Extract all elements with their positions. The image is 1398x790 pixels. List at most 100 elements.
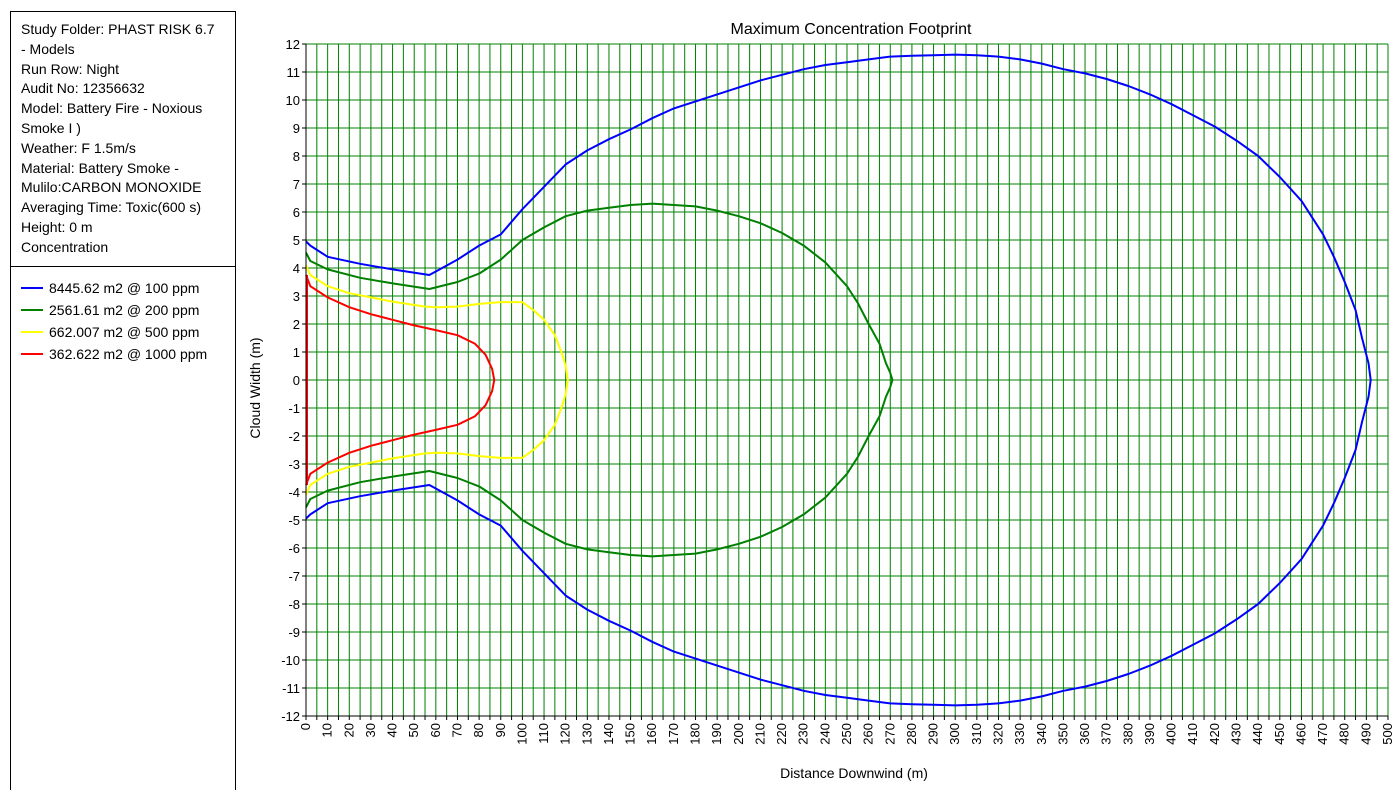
x-tick-label: 110	[536, 723, 551, 744]
x-tick-label: 250	[839, 723, 854, 745]
y-tick-label: -2	[288, 429, 300, 444]
y-tick-label: 1	[293, 345, 300, 360]
x-tick-label: 340	[1034, 723, 1049, 745]
legend-item: 362.622 m2 @ 1000 ppm	[21, 343, 235, 365]
y-tick-label: 0	[293, 373, 300, 388]
info-run-row: Run Row: Night	[21, 60, 120, 77]
x-tick-label: 430	[1229, 723, 1244, 745]
legend-swatch-red	[21, 353, 43, 355]
x-tick-label: 280	[904, 723, 919, 745]
y-tick-label: 2	[293, 317, 300, 332]
x-tick-label: 80	[471, 723, 486, 737]
y-tick-label: 11	[287, 65, 301, 80]
left-panel: Study Folder: PHAST RISK 6.7 - Models Ru…	[10, 11, 236, 790]
legend-label: 2561.61 m2 @ 200 ppm	[49, 302, 200, 318]
x-tick-label: 150	[623, 723, 638, 745]
x-tick-label: 170	[666, 723, 681, 745]
x-tick-label: 480	[1337, 723, 1352, 745]
series-lines	[305, 53, 1372, 707]
y-tick-label: 4	[293, 261, 300, 276]
y-tick-label: -12	[281, 709, 300, 724]
x-tick-label: 370	[1099, 723, 1114, 745]
x-tick-label: 440	[1250, 723, 1265, 745]
chart-title: Maximum Concentration Footprint	[731, 21, 973, 38]
legend-label: 362.622 m2 @ 1000 ppm	[49, 346, 208, 362]
y-tick-label: -1	[288, 401, 300, 416]
x-tick-label: 130	[579, 723, 594, 745]
chart-area: Maximum Concentration Footprint Distance…	[236, 11, 1398, 790]
info-height: Height: 0 m	[21, 218, 93, 235]
y-tick-label: 9	[293, 121, 300, 136]
x-tick-label: 190	[709, 723, 724, 745]
legend-label: 8445.62 m2 @ 100 ppm	[49, 280, 200, 296]
x-tick-label: 320	[990, 723, 1005, 745]
x-tick-label: 90	[493, 723, 508, 737]
contour-line-1	[305, 202, 894, 558]
legend-item: 2561.61 m2 @ 200 ppm	[21, 299, 235, 321]
legend-item: 662.007 m2 @ 500 ppm	[21, 321, 235, 343]
axes: 0 10 20 30 40 50 60 70 80 90 100 110 120 130 140 150 160…	[281, 37, 1395, 745]
x-tick-label: 220	[774, 723, 789, 745]
y-tick-label: -4	[288, 485, 300, 500]
info-weather: Weather: F 1.5m/s	[21, 139, 136, 156]
x-tick-label: 420	[1207, 723, 1222, 745]
x-tick-label: 300	[947, 723, 962, 745]
x-tick-label: 0	[298, 723, 313, 730]
legend-label: 662.007 m2 @ 500 ppm	[49, 324, 200, 340]
y-tick-label: 3	[293, 289, 300, 304]
x-tick-label: 460	[1293, 723, 1308, 745]
concentration-footprint-chart: Maximum Concentration Footprint Distance…	[247, 21, 1395, 781]
y-tick-label: -8	[288, 597, 300, 612]
x-tick-label: 20	[341, 723, 356, 737]
y-tick-label: 6	[293, 205, 300, 220]
x-tick-label: 70	[449, 723, 464, 737]
x-tick-label: 360	[1077, 723, 1092, 745]
legend-item: 8445.62 m2 @ 100 ppm	[21, 277, 235, 299]
x-tick-label: 470	[1315, 723, 1330, 745]
info-material: Material: Battery Smoke -	[21, 159, 179, 176]
x-tick-label: 40	[385, 723, 400, 737]
y-tick-label: 10	[286, 93, 300, 108]
y-tick-label: -6	[288, 541, 300, 556]
y-tick-label: -9	[288, 625, 300, 640]
legend-swatch-green	[21, 309, 43, 311]
info-study-folder: Study Folder: PHAST RISK 6.7	[21, 21, 215, 37]
chart-legend: 8445.62 m2 @ 100 ppm 2561.61 m2 @ 200 pp…	[11, 267, 235, 365]
y-tick-label: -10	[281, 653, 300, 668]
x-tick-label: 180	[688, 723, 703, 745]
contour-line-0	[305, 53, 1372, 707]
x-axis-label: Distance Downwind (m)	[780, 765, 928, 781]
x-tick-label: 60	[428, 723, 443, 737]
info-audit-no: Audit No: 12356632	[21, 80, 145, 97]
x-tick-label: 350	[1055, 723, 1070, 745]
x-tick-label: 120	[558, 723, 573, 745]
x-tick-label: 140	[601, 723, 616, 745]
x-tick-label: 290	[926, 723, 941, 745]
x-tick-label: 410	[1185, 723, 1200, 745]
x-tick-label: 330	[1012, 723, 1027, 745]
x-tick-label: 10	[320, 723, 335, 737]
x-tick-label: 100	[514, 723, 529, 745]
x-tick-label: 200	[731, 723, 746, 745]
y-tick-label: 5	[293, 233, 300, 248]
y-tick-label: -3	[288, 457, 300, 472]
x-tick-label: 260	[861, 723, 876, 745]
y-tick-label: 8	[293, 149, 300, 164]
x-tick-label: 390	[1142, 723, 1157, 745]
x-tick-label: 450	[1272, 723, 1287, 745]
legend-swatch-blue	[21, 287, 43, 289]
info-concentration: Concentration	[21, 238, 109, 255]
x-tick-label: 210	[752, 723, 767, 745]
y-tick-label: 7	[293, 177, 300, 192]
x-tick-label: 500	[1380, 723, 1395, 745]
x-tick-label: 270	[882, 723, 897, 745]
contour-line-2	[305, 264, 569, 496]
x-tick-label: 30	[363, 723, 378, 737]
study-info-box: Study Folder: PHAST RISK 6.7 - Models Ru…	[11, 12, 235, 267]
x-tick-label: 380	[1120, 723, 1135, 745]
x-tick-label: 400	[1164, 723, 1179, 745]
x-tick-label: 230	[796, 723, 811, 745]
y-tick-label: -11	[282, 681, 300, 696]
y-tick-label: -5	[288, 513, 300, 528]
info-model: Model: Battery Fire - Noxious	[21, 100, 203, 117]
